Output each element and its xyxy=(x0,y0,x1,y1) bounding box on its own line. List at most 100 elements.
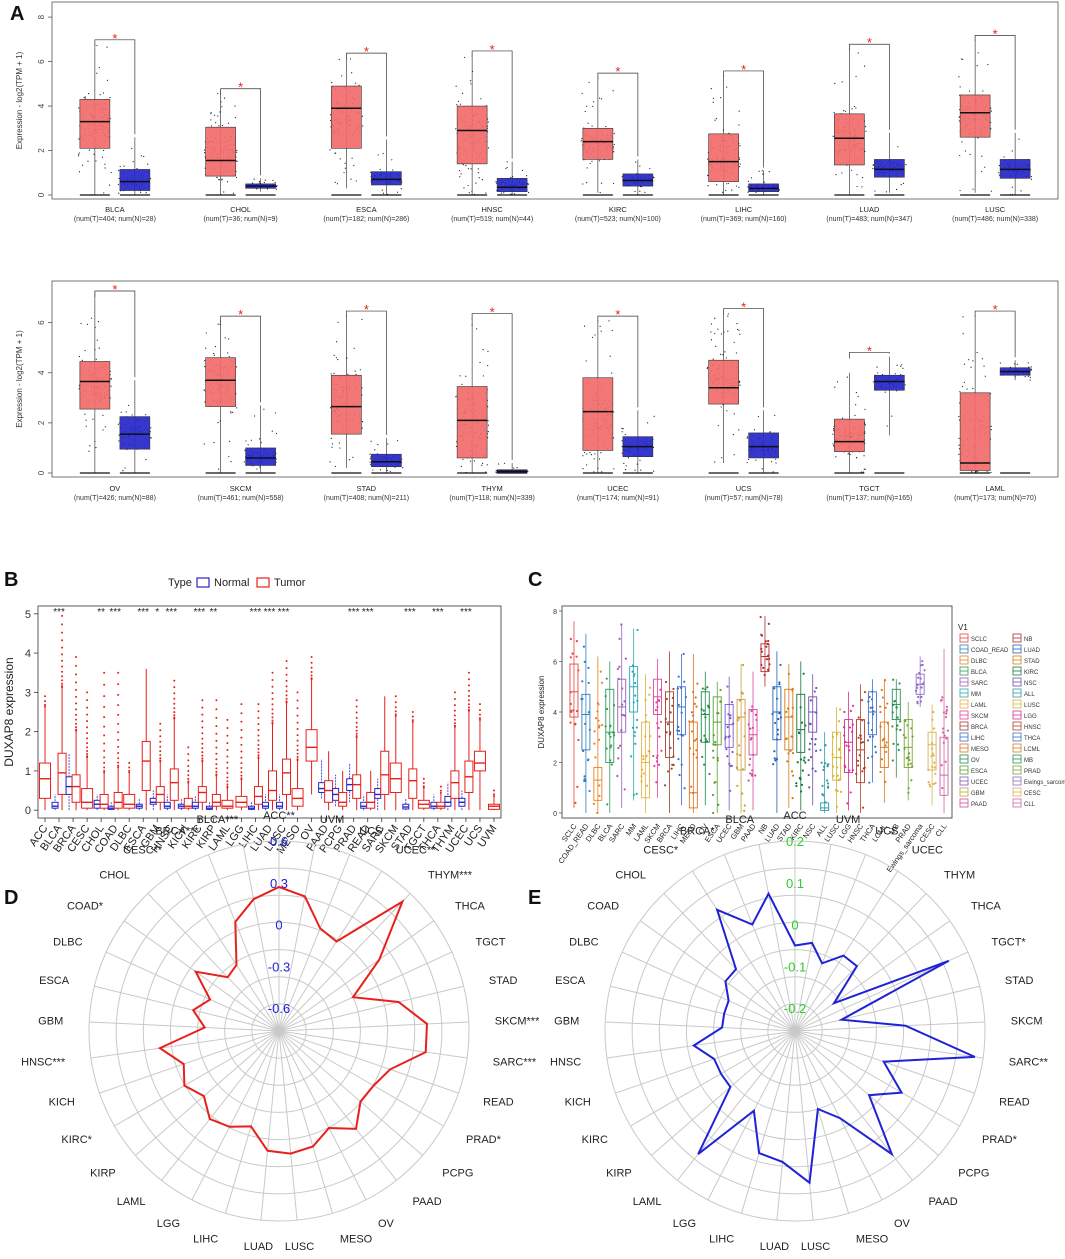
normal-box xyxy=(276,801,284,809)
data-point xyxy=(610,744,613,747)
data-point xyxy=(588,728,591,731)
grid-spoke xyxy=(123,920,280,1032)
grid-spoke xyxy=(605,1021,796,1032)
data-point xyxy=(876,366,878,368)
data-point xyxy=(835,733,839,736)
data-point xyxy=(119,165,121,168)
data-point xyxy=(610,763,613,766)
data-point xyxy=(1016,363,1018,365)
data-point xyxy=(336,341,338,343)
category-label: ESCA xyxy=(39,975,70,987)
data-point xyxy=(594,453,596,455)
data-point xyxy=(795,782,798,785)
data-point xyxy=(711,793,715,797)
outlier-point xyxy=(467,694,470,697)
outlier-point xyxy=(285,685,288,688)
data-point xyxy=(712,811,715,815)
normal-box xyxy=(371,171,402,186)
data-point xyxy=(338,442,340,444)
data-point xyxy=(813,743,817,746)
data-point xyxy=(337,358,339,361)
data-point xyxy=(839,708,842,711)
legend-label: ESCA xyxy=(971,769,987,775)
data-point xyxy=(739,145,741,147)
data-point xyxy=(585,182,588,184)
data-point xyxy=(594,334,596,336)
data-point xyxy=(580,140,583,142)
significance-bracket xyxy=(346,310,387,435)
data-point xyxy=(213,442,215,444)
outlier-point xyxy=(478,718,481,721)
outlier-point xyxy=(310,677,313,680)
data-point xyxy=(728,789,732,792)
data-point xyxy=(941,727,945,730)
category-label: TGCT xyxy=(475,936,505,948)
y-tick-label: 2 xyxy=(37,420,46,425)
data-point xyxy=(83,96,85,99)
data-point xyxy=(919,700,922,703)
significance-label: *** xyxy=(194,607,206,618)
outlier-point xyxy=(285,690,288,693)
outlier-point xyxy=(271,692,274,695)
outlier-point xyxy=(187,765,190,768)
grid-spoke xyxy=(161,1030,280,1181)
data-point xyxy=(958,76,960,78)
data-point xyxy=(801,769,804,772)
data-point xyxy=(984,375,986,377)
data-point xyxy=(599,325,601,327)
data-point xyxy=(748,763,751,766)
data-point xyxy=(721,457,723,459)
data-point xyxy=(966,388,968,390)
data-point xyxy=(834,82,836,84)
data-point xyxy=(722,354,724,356)
data-point xyxy=(98,66,100,69)
group-count: (num(T)=408; num(N)=211) xyxy=(324,495,409,502)
data-point xyxy=(253,415,256,417)
significance-star: * xyxy=(112,31,117,46)
data-point xyxy=(589,162,591,165)
data-point xyxy=(485,471,487,473)
legend-label: NB xyxy=(1024,637,1032,643)
data-point xyxy=(469,80,472,82)
outlier-point xyxy=(215,746,218,749)
data-point xyxy=(527,191,530,194)
data-point xyxy=(872,713,875,716)
data-point xyxy=(934,772,937,775)
outlier-point xyxy=(394,713,397,716)
data-point xyxy=(609,355,611,357)
data-point xyxy=(571,652,574,655)
data-point xyxy=(854,414,856,417)
data-point xyxy=(736,753,739,756)
data-point xyxy=(633,731,636,734)
data-point xyxy=(598,784,601,787)
data-point xyxy=(746,461,748,464)
data-point xyxy=(757,415,760,418)
outlier-point xyxy=(159,750,162,753)
data-point xyxy=(664,717,667,720)
data-point xyxy=(864,125,867,128)
data-point xyxy=(853,105,856,108)
data-point xyxy=(597,726,601,729)
data-point xyxy=(624,433,626,436)
data-point xyxy=(795,784,798,788)
data-point xyxy=(218,178,220,181)
data-point xyxy=(598,724,601,727)
data-point xyxy=(857,716,860,719)
data-point xyxy=(871,735,875,738)
data-point xyxy=(462,164,464,166)
data-point xyxy=(724,735,727,738)
outlier-point xyxy=(296,755,299,758)
data-point xyxy=(259,182,261,184)
tumor-box xyxy=(582,127,614,160)
outlier-point xyxy=(61,623,64,626)
data-point xyxy=(716,759,719,762)
data-point xyxy=(235,176,238,179)
data-point xyxy=(361,427,363,429)
data-point xyxy=(732,433,734,436)
outlier-point xyxy=(226,734,229,737)
data-point xyxy=(732,722,735,725)
data-point xyxy=(870,698,874,701)
data-point xyxy=(221,106,223,108)
tumor-box xyxy=(366,791,376,809)
outlier-point xyxy=(86,749,89,752)
